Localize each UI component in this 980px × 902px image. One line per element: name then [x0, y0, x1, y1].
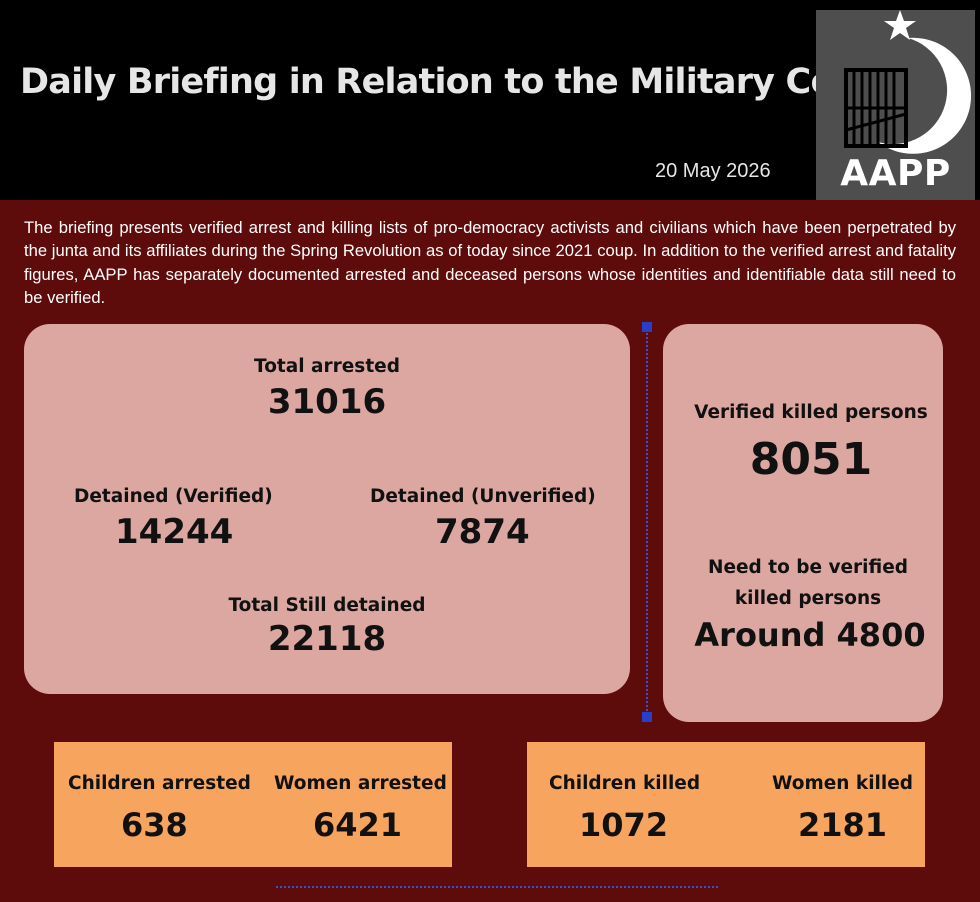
women-arrested-value: 6421: [313, 806, 403, 844]
total-arrested-value: 31016: [267, 382, 387, 422]
children-arrested-label: Children arrested: [68, 773, 251, 794]
detained-verified-value: 14244: [115, 512, 234, 552]
killings-card: Verified killed persons 8051 Need to be …: [663, 324, 943, 722]
divider-cap-bottom: [642, 712, 652, 722]
page-title: Daily Briefing in Relation to the Milita…: [20, 62, 883, 102]
divider-cap-top: [642, 322, 652, 332]
unverified-killed-value: Around 4800: [694, 616, 926, 654]
bottom-divider: [276, 886, 718, 888]
children-killed-value: 1072: [579, 806, 669, 844]
detained-unverified-label: Detained (Unverified): [370, 486, 596, 507]
intro-paragraph: The briefing presents verified arrest an…: [24, 218, 956, 308]
briefing-date: 20 May 2026: [655, 160, 771, 182]
unverified-killed-label-line2: killed persons: [734, 588, 882, 609]
still-detained-label: Total Still detained: [228, 595, 426, 616]
women-killed-value: 2181: [798, 806, 888, 844]
children-arrested-value: 638: [121, 806, 188, 844]
unverified-killed-label-line1: Need to be verified: [707, 557, 909, 578]
verified-killed-label: Verified killed persons: [694, 402, 928, 423]
verified-killed-value: 8051: [749, 434, 873, 485]
logo-text: AAPP: [840, 153, 951, 194]
logo-emblem-icon: [844, 10, 972, 154]
women-killed-label: Women killed: [772, 773, 914, 794]
children-killed-label: Children killed: [549, 773, 701, 794]
still-detained-value: 22118: [267, 619, 387, 659]
aapp-logo: AAPP: [816, 10, 975, 200]
detained-verified-label: Detained (Verified): [74, 486, 273, 507]
killed-breakdown-card: Children killed 1072 Women killed 2181: [527, 742, 925, 867]
vertical-divider: [646, 326, 648, 718]
arrests-card: Total arrested 31016 Detained (Verified)…: [24, 324, 630, 694]
arrested-breakdown-card: Children arrested 638 Women arrested 642…: [54, 742, 452, 867]
total-arrested-label: Total arrested: [254, 356, 400, 377]
detained-unverified-value: 7874: [435, 512, 530, 552]
women-arrested-label: Women arrested: [274, 773, 447, 794]
